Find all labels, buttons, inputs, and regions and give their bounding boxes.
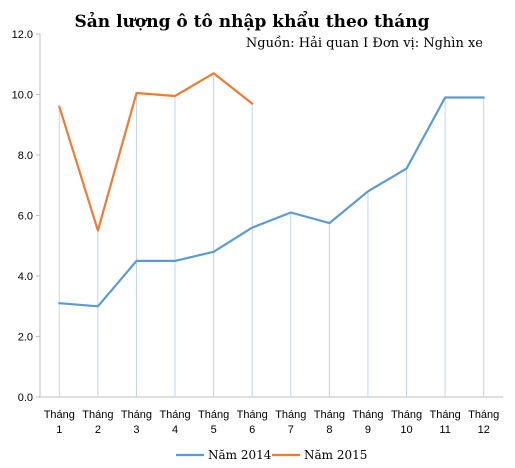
x-tick-label: Tháng 4 (159, 409, 190, 436)
x-tick-label-line: 7 (288, 424, 294, 436)
legend-item: Năm 2015 (272, 448, 367, 462)
x-tick-label-line: Tháng (159, 409, 190, 421)
legend: Năm 2014 Năm 2015 (176, 448, 367, 462)
x-tick-label-line: Tháng (44, 409, 75, 421)
x-tick-label-line: 10 (400, 424, 412, 436)
y-tick-label: 4.0 (18, 271, 33, 283)
y-tick-label: 0.0 (18, 392, 33, 404)
x-tick-label-line: Tháng (275, 409, 306, 421)
chart-subtitle: Nguồn: Hải quan I Đơn vị: Nghìn xe (246, 35, 483, 51)
x-tick-label: Tháng 2 (82, 409, 113, 436)
x-tick-label-line: 4 (172, 424, 178, 436)
series-line-1 (58, 96, 485, 308)
x-tick-label-line: Tháng (198, 409, 229, 421)
x-tick-label: Tháng 11 (430, 409, 461, 436)
chart-title: Sản lượng ô tô nhập khẩu theo tháng (75, 10, 430, 32)
x-tick-label: Tháng 7 (275, 409, 306, 436)
x-tick-label-line: Tháng (352, 409, 383, 421)
x-tick-label-line: 12 (478, 424, 490, 436)
x-tick-label-line: 9 (365, 424, 371, 436)
y-tick-label: 2.0 (18, 332, 33, 344)
y-tick-label: 8.0 (18, 150, 33, 162)
x-tick-label: Tháng 3 (121, 409, 152, 436)
x-tick-label-line: 6 (249, 424, 255, 436)
x-tick-label-line: 11 (439, 424, 450, 436)
x-tick-label-line: Tháng (430, 409, 461, 421)
legend-label: Năm 2014 (208, 448, 272, 462)
x-tick-label-line: 2 (95, 424, 101, 436)
series-line-2 (58, 72, 254, 232)
x-tick-label-line: 1 (56, 424, 62, 436)
x-tick-label: Tháng 1 (44, 409, 75, 436)
x-tick-label: Tháng 8 (314, 409, 345, 436)
x-tick-label: Tháng 9 (352, 409, 383, 436)
x-tick-label-line: 5 (211, 424, 217, 436)
y-tick-label: 6.0 (18, 211, 33, 223)
legend-label: Năm 2015 (304, 448, 367, 462)
x-tick-label: Tháng 5 (198, 409, 229, 436)
x-tick-label: Tháng 6 (237, 409, 268, 436)
y-tick-label: 10.0 (12, 90, 33, 102)
x-tick-label-line: Tháng (468, 409, 499, 421)
x-tick-label-line: 3 (133, 424, 139, 436)
x-tick-label-line: Tháng (391, 409, 422, 421)
x-tick-label-line: Tháng (82, 409, 113, 421)
x-tick-label-line: Tháng (237, 409, 268, 421)
legend-item: Năm 2014 (176, 448, 272, 462)
y-tick-label: 12.0 (12, 29, 33, 41)
x-tick-label-line: 8 (326, 424, 332, 436)
x-tick-label: Tháng 10 (391, 409, 422, 436)
x-tick-label-line: Tháng (121, 409, 152, 421)
x-tick-label: Tháng 12 (468, 409, 499, 436)
x-tick-label-line: Tháng (314, 409, 345, 421)
